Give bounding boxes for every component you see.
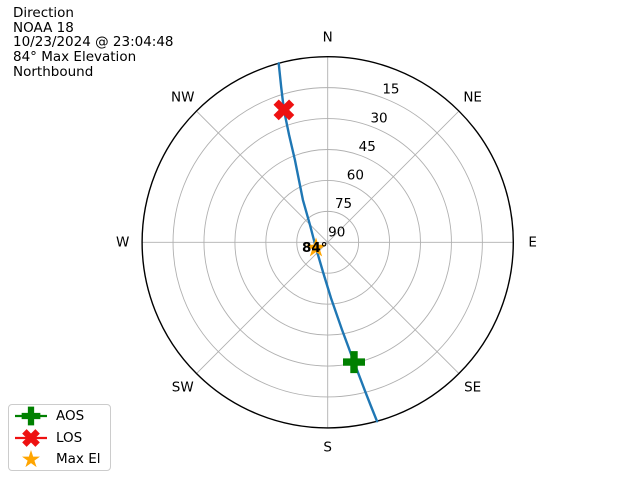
los-marker	[273, 99, 295, 121]
compass-label-ne: NE	[463, 89, 482, 105]
legend-label-aos: AOS	[56, 408, 85, 425]
compass-label-sw: SW	[172, 379, 194, 395]
max-elevation-annotation: 84°	[302, 240, 328, 256]
aos-plus-icon	[15, 406, 47, 426]
plot-title: Direction	[13, 5, 74, 21]
compass-label-n: N	[323, 29, 333, 45]
compass-label-w: W	[116, 234, 129, 250]
legend: AOS LOS Max El	[8, 404, 111, 471]
pass-info: Direction NOAA 18 10/23/2024 @ 23:04:48 …	[13, 6, 174, 80]
horizon-circle	[141, 55, 515, 429]
legend-label-los: LOS	[56, 429, 83, 446]
legend-item-aos: AOS	[12, 406, 110, 426]
satellite-name: NOAA 18	[13, 19, 74, 36]
elevation-tick-label-90: 90	[328, 225, 345, 241]
azimuth-spoke-se	[327, 241, 460, 374]
elevation-tick-label-45: 45	[359, 139, 376, 155]
elevation-tick-label-60: 60	[347, 167, 364, 183]
los-x-icon	[15, 428, 47, 447]
compass-label-e: E	[528, 234, 537, 250]
legend-item-max-el: Max El	[12, 449, 110, 469]
pass-heading: Northbound	[13, 63, 94, 80]
elevation-tick-label-30: 30	[370, 110, 387, 126]
elevation-tick-label-75: 75	[335, 196, 352, 212]
aos-marker	[343, 351, 365, 374]
azimuth-spoke-ne	[327, 110, 460, 243]
legend-label-max-el: Max El	[56, 450, 101, 467]
compass-label-se: SE	[464, 379, 481, 395]
elevation-tick-label-15: 15	[382, 82, 399, 98]
max-elevation-text: 84° Max Elevation	[13, 49, 137, 66]
azimuth-spoke-nw	[196, 110, 329, 243]
max-el-star-icon	[22, 449, 40, 467]
compass-label-nw: NW	[171, 89, 194, 105]
azimuth-spoke-sw	[196, 241, 329, 374]
pass-datetime: 10/23/2024 @ 23:04:48	[13, 34, 174, 51]
max-el-marker	[306, 237, 326, 257]
compass-label-s: S	[323, 439, 332, 455]
legend-item-los: LOS	[12, 428, 110, 448]
